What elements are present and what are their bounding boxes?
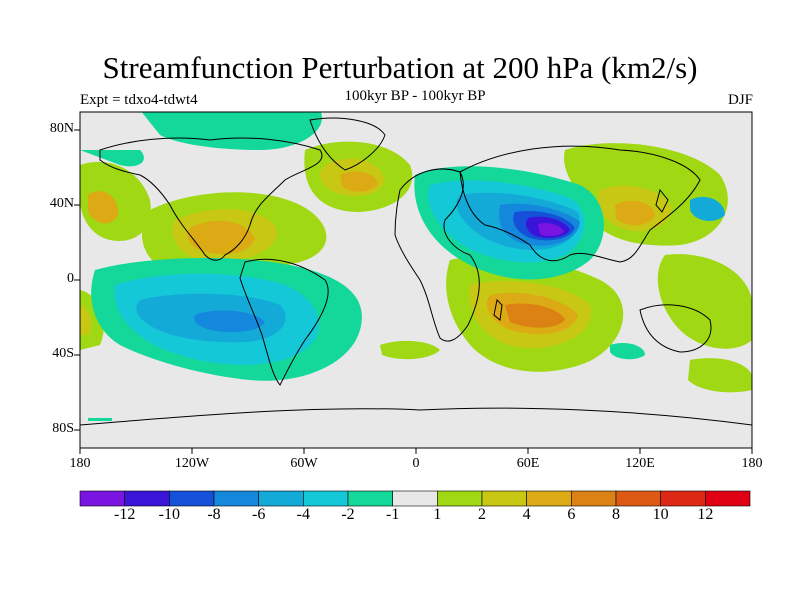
- lon-label-120w: 120W: [174, 456, 210, 471]
- colorbar-swatch: [303, 490, 349, 507]
- lon-label-0: 0: [412, 456, 420, 471]
- lon-label-60w: 60W: [290, 456, 318, 471]
- lon-label-180e: 180: [741, 456, 763, 471]
- colorbar: [79, 490, 751, 507]
- colorbar-label: -1: [385, 506, 400, 523]
- contour-fields: [80, 112, 752, 421]
- colorbar-swatch: [213, 490, 259, 507]
- lat-ticks: [74, 129, 80, 431]
- lat-label-80n: 80N: [49, 121, 74, 136]
- colorbar-label: -4: [296, 506, 310, 523]
- colorbar-label: -2: [341, 506, 355, 523]
- colorbar-swatch: [258, 490, 304, 507]
- colorbar-label: -6: [251, 506, 266, 523]
- colorbar-label: 2: [478, 506, 486, 523]
- colorbar-label: -10: [158, 506, 180, 523]
- colorbar-swatch: [571, 490, 617, 507]
- lon-label-120e: 120E: [625, 456, 655, 471]
- colorbar-swatch: [660, 490, 706, 507]
- colorbar-label: 6: [567, 506, 576, 523]
- colorbar-label: 12: [697, 506, 714, 523]
- colorbar-swatch: [392, 490, 438, 507]
- colorbar-swatch: [124, 490, 170, 507]
- colorbar-swatch: [526, 490, 572, 507]
- experiment-label: Expt = tdxo4-tdwt4: [80, 92, 198, 108]
- lat-label-0: 0: [67, 271, 74, 286]
- colorbar-swatch: [169, 490, 215, 507]
- colorbar-swatch: [481, 490, 527, 507]
- colorbar-swatch: [705, 490, 751, 507]
- lat-label-80s: 80S: [52, 421, 74, 436]
- colorbar-label: 10: [652, 506, 669, 523]
- lat-label-40s: 40S: [52, 346, 74, 361]
- colorbar-swatch: [615, 490, 661, 507]
- lon-label-60e: 60E: [516, 456, 540, 471]
- lon-label-180w: 180: [69, 456, 91, 471]
- colorbar-swatch: [437, 490, 483, 507]
- colorbar-label: 8: [612, 506, 620, 523]
- colorbar-swatch: [347, 490, 393, 507]
- plot-title: Streamfunction Perturbation at 200 hPa (…: [102, 50, 698, 85]
- period-label: 100kyr BP - 100kyr BP: [344, 88, 486, 104]
- lon-ticks: [79, 448, 753, 454]
- coastlines: [80, 117, 752, 426]
- colorbar-label: -8: [207, 506, 221, 523]
- colorbar-label: -12: [113, 506, 136, 523]
- season-label: DJF: [727, 92, 753, 108]
- colorbar-label: 1: [433, 506, 442, 523]
- colorbar-label: 4: [522, 506, 531, 523]
- colorbar-swatch: [79, 490, 125, 507]
- lat-label-40n: 40N: [49, 196, 74, 211]
